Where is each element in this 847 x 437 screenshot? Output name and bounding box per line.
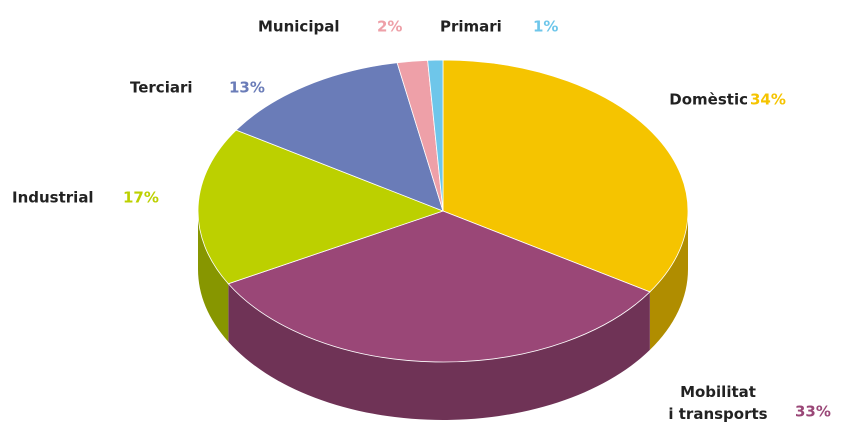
value-label: 13% xyxy=(229,79,265,97)
slice-side xyxy=(228,283,650,421)
slice-side xyxy=(649,211,688,350)
slice xyxy=(227,210,651,363)
slice-label: Municipal xyxy=(258,18,339,36)
slice-label: Terciari xyxy=(130,79,193,97)
value-label: 17% xyxy=(123,189,159,207)
slice-label: Primari xyxy=(440,18,502,36)
slice-label: Mobilitat i transports xyxy=(668,383,767,423)
value-label: 33% xyxy=(795,403,831,421)
slice xyxy=(442,59,689,293)
value-label: 2% xyxy=(377,18,402,36)
slice xyxy=(197,129,445,285)
value-label: 34% xyxy=(750,91,786,109)
slice xyxy=(235,62,444,212)
slice-label: Industrial xyxy=(12,189,94,207)
slice-label: Domèstic xyxy=(669,91,748,109)
label-line: i transports xyxy=(668,405,767,423)
value-label: 1% xyxy=(533,18,558,36)
label-line: Mobilitat xyxy=(680,383,756,401)
slice-side xyxy=(198,211,229,342)
slice xyxy=(427,59,444,212)
